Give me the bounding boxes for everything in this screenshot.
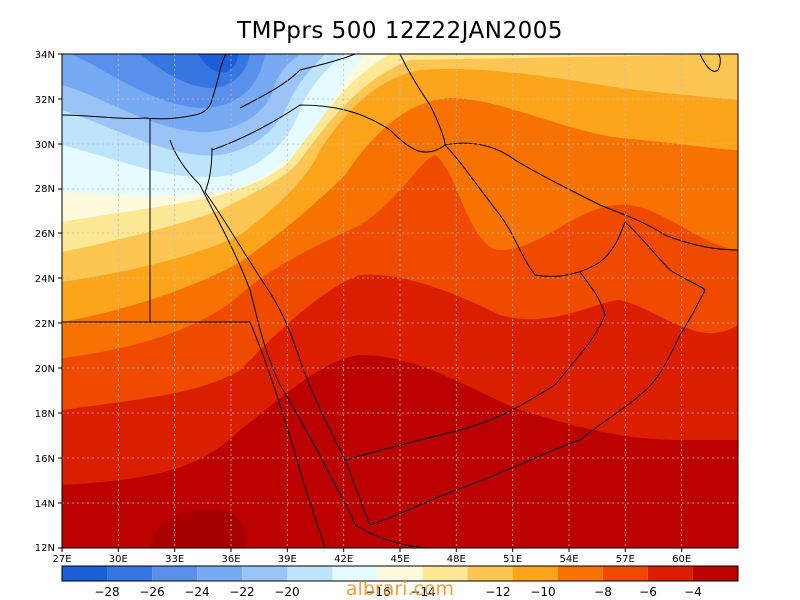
coastline-gulf-of-oman — [624, 221, 706, 291]
colorbar-frame — [61, 565, 739, 582]
band-coldest-core — [198, 54, 238, 73]
colorbar-swatch — [62, 566, 108, 581]
lon-tick-label: 57E — [616, 554, 635, 565]
colorbar-label: −8 — [594, 585, 612, 599]
coastlines-borders — [62, 54, 738, 548]
lon-tick-label: 39E — [278, 554, 297, 565]
lat-tick-label: 18N — [35, 409, 55, 420]
lon-tick-label: 42E — [334, 554, 353, 565]
lon-axis-labels: 27E 30E 33E 36E 39E 42E 45E 48E 51E 54E … — [52, 554, 691, 565]
colorbar-swatch — [692, 566, 738, 581]
colorbar-swatch — [197, 566, 243, 581]
lon-tick-label: 27E — [52, 554, 71, 565]
colorbar-label: −22 — [229, 585, 254, 599]
lon-tick-label: 36E — [221, 554, 240, 565]
coastline-red-sea-east — [204, 191, 371, 526]
colorbar-swatch — [242, 566, 288, 581]
colorbar-label: −24 — [184, 585, 209, 599]
colorbar-swatch — [422, 566, 468, 581]
coastline-arabian-sea — [579, 289, 706, 441]
colorbar-swatch — [557, 566, 603, 581]
colorbar-swatch — [107, 566, 153, 581]
lat-tick-label: 16N — [35, 454, 55, 465]
tick-marks — [58, 53, 683, 552]
coastline-gulf-of-suez — [169, 139, 201, 186]
lat-tick-label: 34N — [35, 50, 55, 61]
lon-tick-label: 51E — [503, 554, 522, 565]
border-yemen-saudi — [344, 384, 556, 461]
coastline-caspian — [699, 54, 721, 72]
colorbar — [61, 565, 739, 582]
colorbar-swatch — [377, 566, 423, 581]
colorbar-label: −12 — [485, 585, 510, 599]
colorbar-swatch — [332, 566, 378, 581]
lon-tick-label: 60E — [672, 554, 691, 565]
lat-tick-label: 30N — [35, 140, 55, 151]
coastline-persian-gulf-west — [444, 144, 626, 278]
colorbar-swatch — [287, 566, 333, 581]
lat-lon-grid — [62, 54, 738, 548]
lon-tick-label: 33E — [165, 554, 184, 565]
border-sudan-ethiopia — [249, 321, 326, 548]
lat-tick-label: 32N — [35, 95, 55, 106]
colorbar-swatch — [512, 566, 558, 581]
colorbar-label: −26 — [139, 585, 164, 599]
lat-axis-labels: 12N 14N 16N 18N 20N 22N 24N 26N 28N 30N … — [35, 50, 55, 554]
watermark: albrari.com — [345, 578, 455, 600]
lat-tick-label: 14N — [35, 499, 55, 510]
lon-tick-label: 54E — [559, 554, 578, 565]
lat-tick-label: 20N — [35, 364, 55, 375]
colorbar-label: −4 — [684, 585, 702, 599]
lon-tick-label: 30E — [109, 554, 128, 565]
border-iraq-syria — [239, 54, 356, 109]
border-oman-saudi — [554, 271, 606, 386]
warm-core-southwest — [150, 509, 247, 548]
lat-tick-label: 12N — [35, 543, 55, 554]
lat-tick-label: 26N — [35, 229, 55, 240]
lon-tick-label: 48E — [447, 554, 466, 565]
coastline-red-sea-west — [199, 184, 356, 526]
lon-tick-label: 45E — [390, 554, 409, 565]
coastline-gulf-of-aqaba — [204, 147, 213, 193]
border-iraq-iran — [399, 54, 446, 146]
colorbar-label: −20 — [274, 585, 299, 599]
colorbar-swatch — [647, 566, 693, 581]
map-title: TMPprs 500 12Z22JAN2005 — [237, 18, 563, 44]
lat-tick-label: 28N — [35, 184, 55, 195]
colorbar-label: −6 — [639, 585, 657, 599]
colorbar-labels: −28 −26 −24 −22 −20 −16 −14 −12 −10 −8 −… — [94, 585, 702, 599]
coastline-gulf-of-aden-north — [369, 439, 581, 526]
colorbar-label: −28 — [94, 585, 119, 599]
colorbar-label: −10 — [530, 585, 555, 599]
coastline-levant — [211, 54, 227, 101]
colorbar-label: −16 — [365, 585, 390, 599]
colorbar-swatch — [602, 566, 648, 581]
colorbar-swatch — [152, 566, 198, 581]
coastline-persian-gulf-east — [444, 142, 738, 251]
border-saudi-north — [211, 104, 446, 153]
coastline-mediterranean — [62, 99, 213, 120]
lat-tick-label: 22N — [35, 319, 55, 330]
colorbar-label: −14 — [410, 585, 435, 599]
lat-tick-label: 24N — [35, 274, 55, 285]
colorbar-swatch — [467, 566, 513, 581]
